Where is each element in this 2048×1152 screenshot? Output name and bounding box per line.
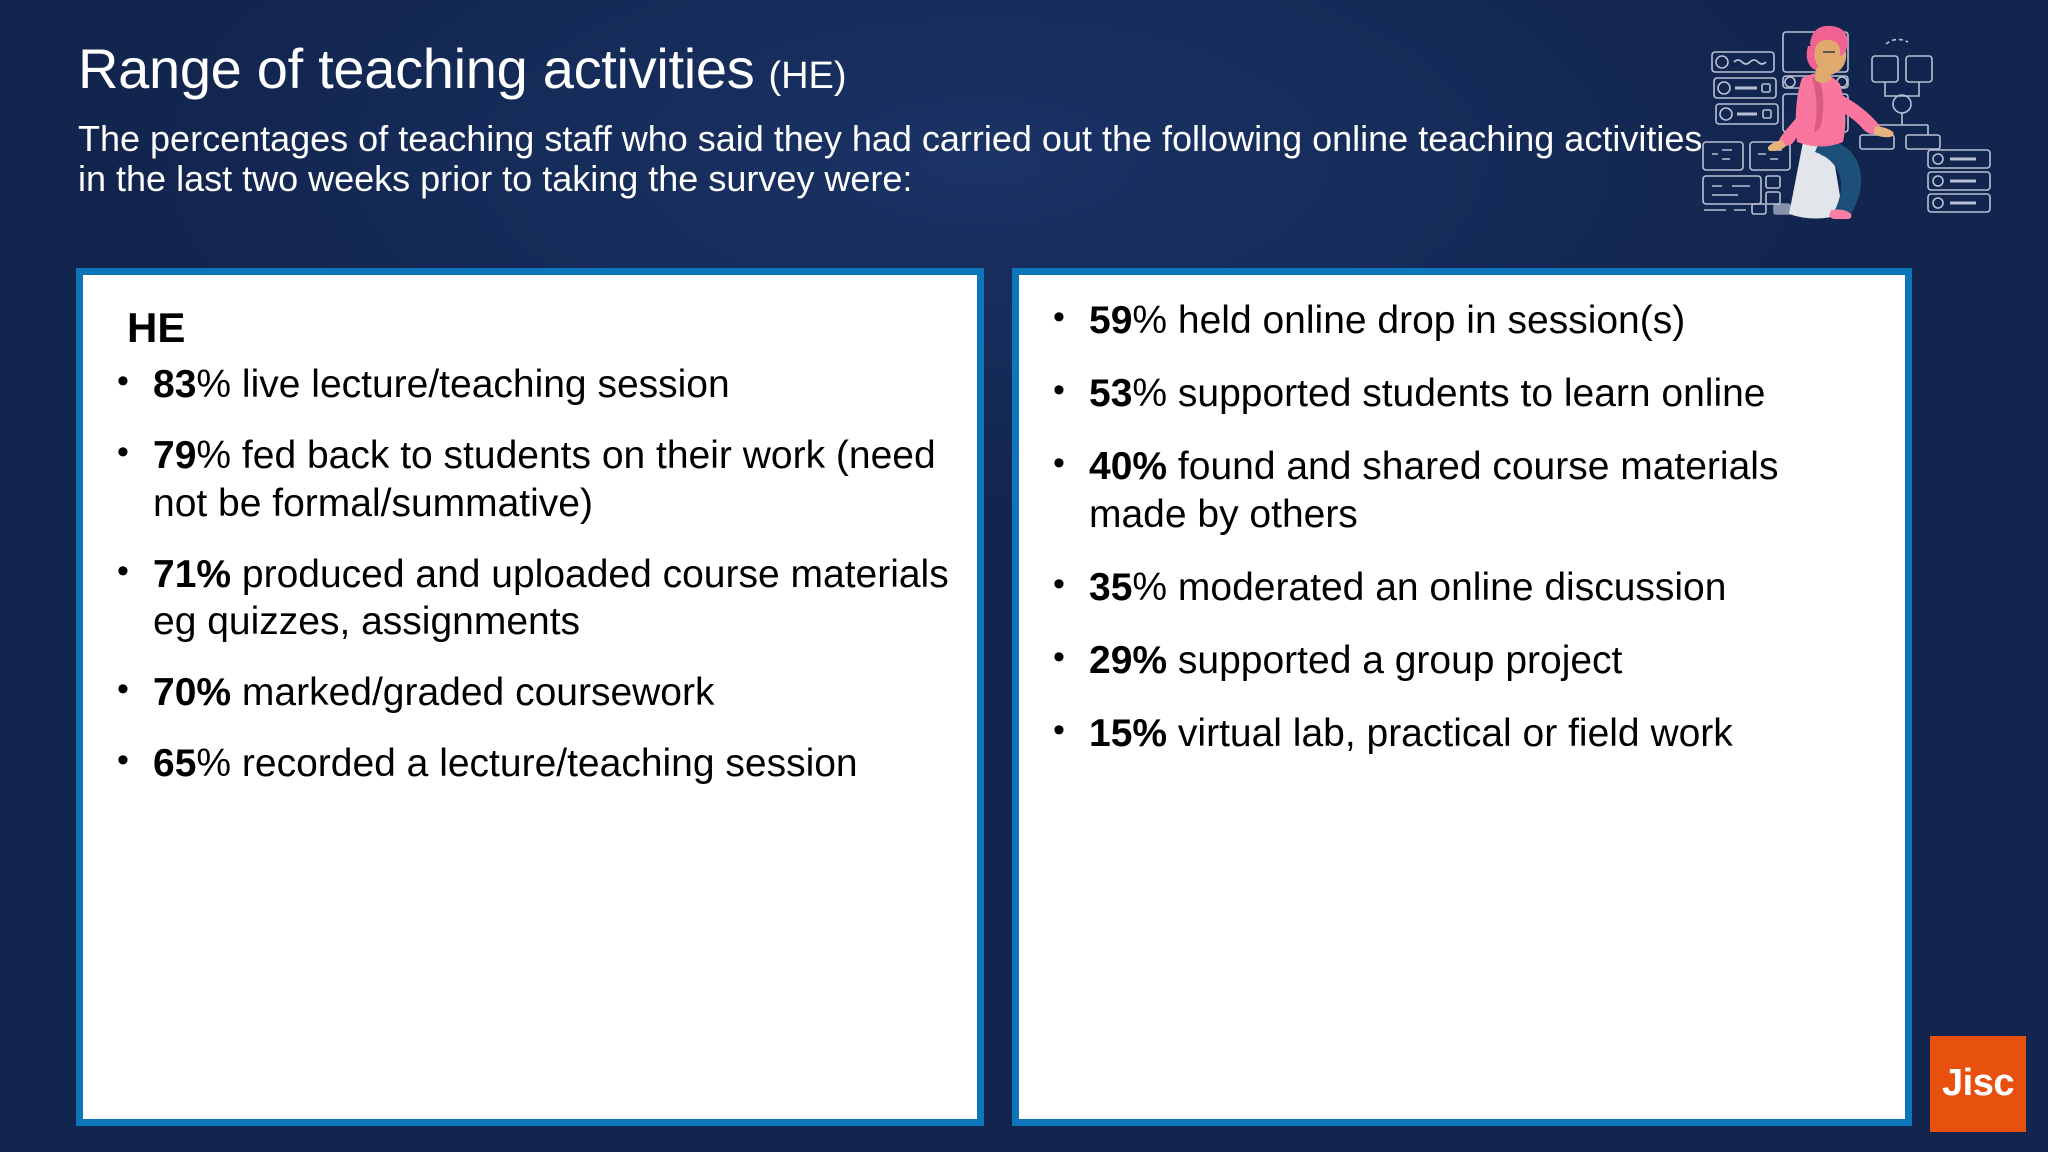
- page-subtitle: The percentages of teaching staff who sa…: [78, 117, 1703, 200]
- list-item: 29% supported a group project: [1045, 635, 1879, 684]
- stat-symbol: %: [1132, 372, 1168, 416]
- list-item: 40% found and shared course materials ma…: [1045, 441, 1879, 537]
- list-item: 15% virtual lab, practical or field work: [1045, 708, 1879, 757]
- page-title-main: Range of teaching activities: [78, 37, 755, 100]
- slide-header: Range of teaching activities (HE) The pe…: [78, 37, 1718, 200]
- list-item: 53% supported students to learn online: [1045, 368, 1879, 417]
- stat-symbol: %: [1132, 712, 1168, 756]
- jisc-logo: Jisc: [1930, 1036, 2026, 1132]
- list-item: 59% held online drop in session(s): [1045, 295, 1879, 344]
- stat-percent: 70: [153, 671, 197, 715]
- stat-percent: 35: [1089, 565, 1133, 609]
- panel-heading-he: HE: [127, 304, 186, 351]
- stat-label: produced and uploaded course materials e…: [153, 552, 949, 643]
- stat-label: supported a group project: [1177, 638, 1623, 682]
- stat-symbol: %: [1132, 445, 1168, 489]
- stat-percent: 71: [153, 552, 197, 596]
- stat-label: live lecture/teaching session: [241, 363, 730, 407]
- stat-symbol: %: [1132, 638, 1168, 682]
- stat-percent: 59: [1089, 299, 1133, 342]
- panel-he-left: HE 83% live lecture/teaching session 79%…: [76, 268, 984, 1126]
- stat-symbol: %: [1132, 565, 1168, 609]
- stat-symbol: %: [196, 363, 232, 407]
- person-at-wireframe-screens-icon: [1690, 14, 2020, 221]
- page-title-qualifier: (HE): [768, 55, 847, 97]
- jisc-logo-text: Jisc: [1942, 1062, 2014, 1104]
- content-panels: HE 83% live lecture/teaching session 79%…: [76, 268, 1972, 1126]
- stat-label: fed back to students on their work (need…: [153, 434, 936, 525]
- list-item: 70% marked/graded coursework: [109, 667, 951, 716]
- stat-percent: 40: [1089, 445, 1133, 489]
- list-item: 71% produced and uploaded course materia…: [109, 549, 951, 645]
- right-bullet-list: 59% held online drop in session(s) 53% s…: [1045, 295, 1879, 757]
- stat-label: held online drop in session(s): [1177, 299, 1686, 342]
- stat-percent: 65: [153, 742, 197, 786]
- stat-label: marked/graded coursework: [241, 671, 715, 715]
- stat-percent: 15: [1089, 712, 1133, 756]
- list-item: 83% live lecture/teaching session: [109, 359, 951, 408]
- stat-symbol: %: [196, 742, 232, 786]
- stat-percent: 53: [1089, 372, 1133, 416]
- stat-percent: 83: [153, 363, 197, 407]
- stat-label: virtual lab, practical or field work: [1177, 712, 1733, 756]
- stat-label: moderated an online discussion: [1177, 565, 1727, 609]
- stat-percent: 79: [153, 434, 197, 478]
- left-bullet-list: 83% live lecture/teaching session 79% fe…: [109, 359, 951, 787]
- list-item: 35% moderated an online discussion: [1045, 562, 1879, 611]
- stat-label: supported students to learn online: [1177, 372, 1766, 416]
- stat-symbol: %: [1132, 299, 1168, 342]
- stat-symbol: %: [196, 434, 232, 478]
- stat-label: found and shared course materials made b…: [1089, 445, 1779, 536]
- stat-symbol: %: [196, 671, 232, 715]
- list-item: 79% fed back to students on their work (…: [109, 430, 951, 526]
- page-title: Range of teaching activities (HE): [78, 37, 1718, 100]
- panel-he-right: 59% held online drop in session(s) 53% s…: [1012, 268, 1912, 1126]
- stat-symbol: %: [196, 552, 232, 596]
- list-item: 65% recorded a lecture/teaching session: [109, 738, 951, 787]
- stat-percent: 29: [1089, 638, 1133, 682]
- stat-label: recorded a lecture/teaching session: [241, 742, 858, 786]
